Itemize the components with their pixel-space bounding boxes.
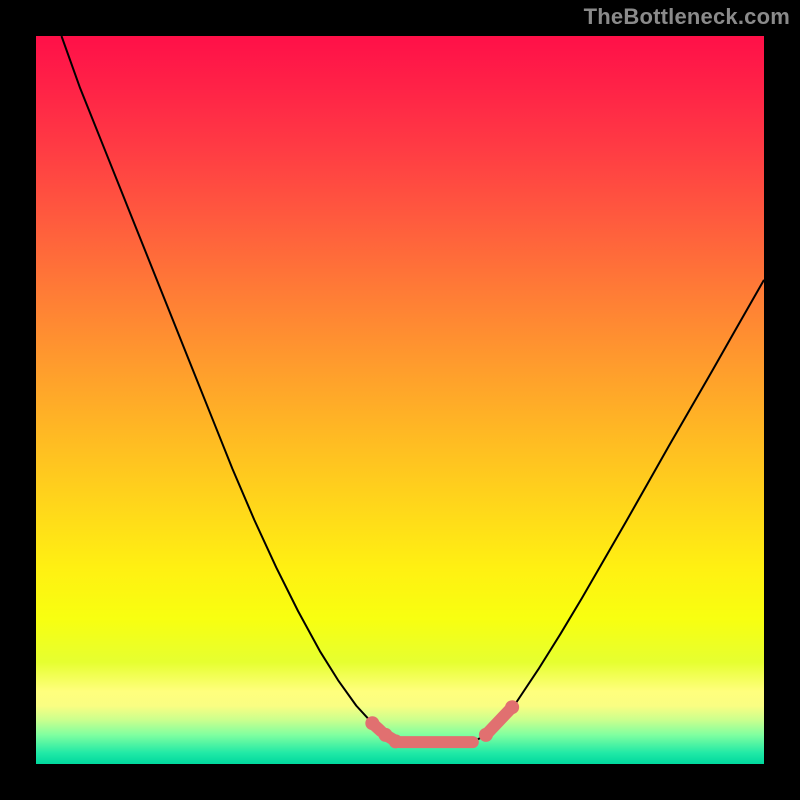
chart-frame: TheBottleneck.com	[0, 0, 800, 800]
flat-band-dot	[389, 734, 403, 748]
flat-band-dot	[505, 700, 519, 714]
gradient-background	[36, 36, 764, 764]
plot-area	[36, 36, 764, 764]
watermark-label: TheBottleneck.com	[584, 4, 790, 30]
flat-band-dot	[365, 716, 379, 730]
flat-band-dot	[479, 728, 493, 742]
chart-svg	[36, 36, 764, 764]
